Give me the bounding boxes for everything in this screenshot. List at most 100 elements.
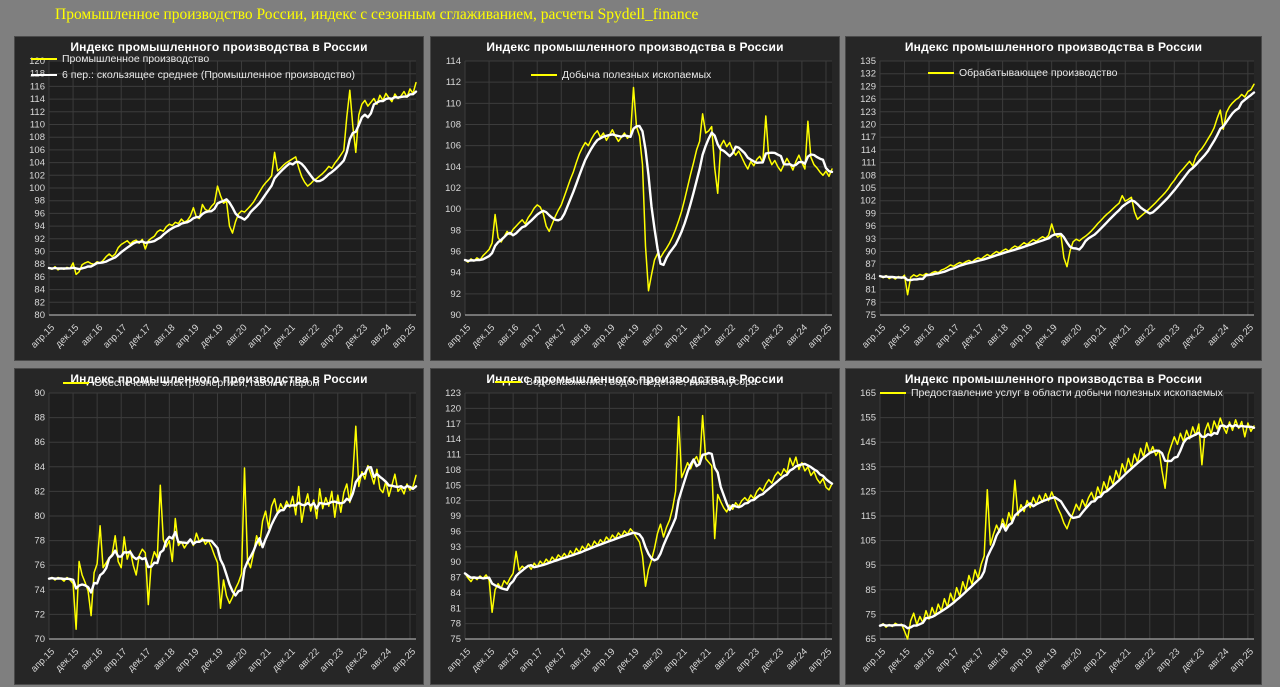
x-axis-tick-label: дек.17 xyxy=(958,646,986,674)
x-axis-tick-label: дек.21 xyxy=(1106,646,1134,674)
moving-average-line xyxy=(878,423,1256,630)
x-axis-tick-label: дек.23 xyxy=(758,646,786,674)
x-axis-tick-label: дек.19 xyxy=(198,646,226,674)
x-axis-tick-label: авг.18 xyxy=(985,322,1011,348)
y-axis-tick-label: 129 xyxy=(860,81,876,92)
x-axis-tick-label: дек.15 xyxy=(885,322,913,350)
x-axis-tick-label: апр.23 xyxy=(1154,322,1182,350)
x-axis-tick-label: дек.19 xyxy=(198,322,226,350)
x-axis-tick-label: апр.15 xyxy=(29,646,57,674)
x-axis-tick-label: дек.17 xyxy=(542,646,570,674)
y-axis-tick-label: 88 xyxy=(34,413,45,424)
moving-average-line xyxy=(878,91,1256,282)
x-axis-tick-label: дек.23 xyxy=(342,646,370,674)
y-axis-tick-label: 104 xyxy=(29,158,45,169)
y-axis-tick-label: 100 xyxy=(29,183,45,194)
chart-panel-mining: 90 92 94 96 98 100 102 104 106 108 110 112 114 апр.15… xyxy=(430,36,840,361)
x-axis-tick-label: апр.25 xyxy=(390,322,418,350)
y-axis-tick-label: 90 xyxy=(450,557,461,568)
y-axis-tick-label: 87 xyxy=(865,259,876,270)
y-axis-tick-label: 99 xyxy=(450,511,461,522)
y-axis-tick-label: 96 xyxy=(865,221,876,232)
y-axis-tick-label: 135 xyxy=(860,462,876,473)
chart-canvas: 70 72 74 76 78 80 82 84 86 88 90 апр.15дек.15авг.16… xyxy=(29,388,418,675)
y-axis-tick-label: 84 xyxy=(34,285,45,296)
x-axis-tick-label: авг.22 xyxy=(712,646,738,672)
y-axis-tick-label: 102 xyxy=(445,183,461,194)
y-axis-tick-label: 112 xyxy=(30,107,45,118)
x-axis-tick-label: авг.18 xyxy=(985,646,1011,672)
x-axis-tick-label: авг.16 xyxy=(495,646,521,672)
x-axis-tick-label: авг.16 xyxy=(79,646,105,672)
y-axis-tick-label: 108 xyxy=(29,132,45,143)
y-axis-tick-label: 165 xyxy=(860,388,876,399)
x-axis-tick-label: авг.22 xyxy=(712,322,738,348)
moving-average-line xyxy=(47,90,418,271)
x-axis-tick-label: апр.17 xyxy=(101,322,129,350)
y-axis-tick-label: 120 xyxy=(860,120,876,131)
y-axis-tick-label: 98 xyxy=(34,196,45,207)
y-axis-tick-label: 96 xyxy=(34,208,45,219)
y-axis-tick-label: 93 xyxy=(450,542,461,553)
y-axis-tick-label: 106 xyxy=(29,145,45,156)
series-line xyxy=(48,81,417,276)
y-axis-tick-label: 117 xyxy=(861,132,876,143)
y-axis-tick-label: 105 xyxy=(860,536,876,547)
x-axis-tick-label: авг.20 xyxy=(640,322,666,348)
series-line xyxy=(879,83,1255,296)
y-axis-tick-label: 111 xyxy=(447,450,461,461)
y-axis-tick-label: 117 xyxy=(446,419,461,430)
x-axis-tick-label: авг.22 xyxy=(1132,646,1158,672)
x-axis-tick-label: авг.20 xyxy=(640,646,666,672)
y-axis-tick-label: 75 xyxy=(865,609,876,620)
x-axis-tick-label: апр.17 xyxy=(517,322,545,350)
x-axis-tick-label: апр.21 xyxy=(245,646,273,674)
moving-average-line xyxy=(47,466,418,597)
x-axis-tick-label: дек.15 xyxy=(53,646,81,674)
y-axis-tick-label: 80 xyxy=(34,310,45,321)
x-axis-tick-label: апр.25 xyxy=(390,646,418,674)
x-axis-tick-label: апр.17 xyxy=(517,646,545,674)
x-axis-tick-label: дек.19 xyxy=(614,322,642,350)
x-axis-tick-label: дек.21 xyxy=(270,646,298,674)
y-axis-tick-label: 135 xyxy=(860,56,876,67)
x-axis-tick-label: авг.22 xyxy=(296,322,322,348)
y-axis-tick-label: 72 xyxy=(34,609,45,620)
x-axis-tick-label: апр.21 xyxy=(661,322,689,350)
x-axis-tick-label: апр.23 xyxy=(734,646,762,674)
x-axis-tick-label: дек.15 xyxy=(885,646,913,674)
y-axis-tick-label: 105 xyxy=(860,183,876,194)
y-axis-tick-label: 106 xyxy=(445,141,461,152)
x-axis-tick-label: авг.18 xyxy=(151,322,177,348)
y-axis-tick-label: 104 xyxy=(445,162,461,173)
y-axis-tick-label: 120 xyxy=(29,56,45,67)
y-axis-tick-label: 90 xyxy=(34,388,45,399)
x-axis-tick-label: авг.20 xyxy=(1058,646,1084,672)
x-axis-tick-label: авг.20 xyxy=(224,646,250,672)
x-axis-tick-label: дек.21 xyxy=(686,646,714,674)
y-axis-tick-label: 84 xyxy=(34,462,45,473)
x-axis-tick-label: дек.23 xyxy=(1179,322,1207,350)
y-axis-tick-label: 84 xyxy=(450,588,461,599)
x-axis-tick-label: дек.15 xyxy=(469,322,497,350)
x-axis-tick-label: апр.25 xyxy=(1228,646,1256,674)
y-axis-tick-label: 81 xyxy=(450,603,461,614)
x-axis-tick-label: авг.18 xyxy=(567,646,593,672)
y-axis-tick-label: 111 xyxy=(862,158,876,169)
x-axis-tick-label: апр.19 xyxy=(173,646,201,674)
y-axis-tick-label: 85 xyxy=(865,585,876,596)
y-axis-tick-label: 110 xyxy=(30,120,45,131)
x-axis-tick-label: авг.24 xyxy=(368,646,394,672)
y-axis-tick-label: 114 xyxy=(446,434,461,445)
x-axis-tick-label: апр.23 xyxy=(734,322,762,350)
x-axis-tick-label: апр.15 xyxy=(860,322,888,350)
x-axis-tick-label: авг.24 xyxy=(784,322,810,348)
x-axis-tick-label: апр.23 xyxy=(318,646,346,674)
x-axis-tick-label: апр.15 xyxy=(860,646,888,674)
y-axis-tick-label: 110 xyxy=(446,98,461,109)
y-axis-tick-label: 116 xyxy=(30,81,45,92)
y-axis-tick-label: 125 xyxy=(860,486,876,497)
x-axis-tick-label: апр.19 xyxy=(1007,322,1035,350)
